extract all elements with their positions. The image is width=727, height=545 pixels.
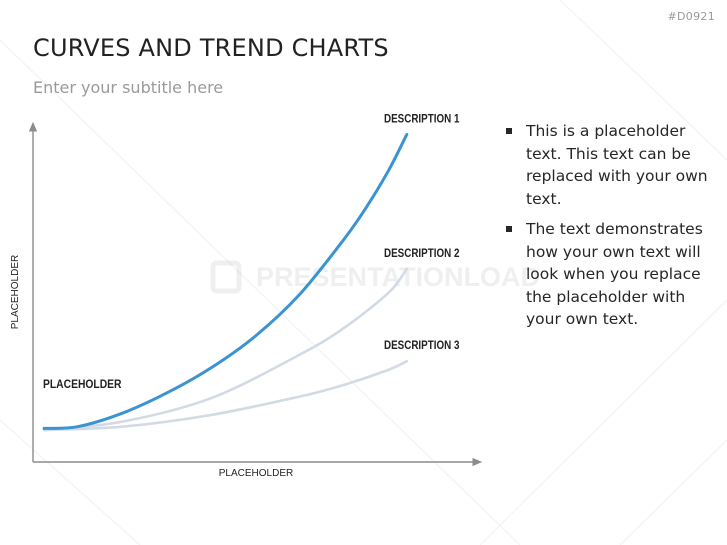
series-label-3: DESCRIPTION 3 xyxy=(384,339,459,352)
series-line-1 xyxy=(42,132,409,430)
page-title: CURVES AND TREND CHARTS xyxy=(33,34,389,62)
watermark: PRESENTATIONLOAD xyxy=(210,260,540,294)
series-layer xyxy=(42,132,409,432)
bullet-item: The text demonstrates how your own text … xyxy=(506,218,712,331)
watermark-logo-icon xyxy=(210,260,242,294)
y-axis-label: PLACEHOLDER xyxy=(10,255,21,329)
bullet-list: This is a placeholder text. This text ca… xyxy=(506,120,712,339)
x-axis-label: PLACEHOLDER xyxy=(219,468,293,479)
page-subtitle: Enter your subtitle here xyxy=(33,78,224,97)
series-label-2: DESCRIPTION 2 xyxy=(384,247,459,260)
bullet-item: This is a placeholder text. This text ca… xyxy=(506,120,712,210)
series-line-3 xyxy=(42,359,409,432)
series-line-2 xyxy=(42,267,409,432)
slide-id: #D0921 xyxy=(667,10,715,23)
start-label: PLACEHOLDER xyxy=(43,378,122,391)
series-label-1: DESCRIPTION 1 xyxy=(384,113,459,126)
series-label-layer: DESCRIPTION 1 DESCRIPTION 2 DESCRIPTION 3 xyxy=(384,113,459,353)
watermark-text: PRESENTATIONLOAD xyxy=(256,262,540,292)
